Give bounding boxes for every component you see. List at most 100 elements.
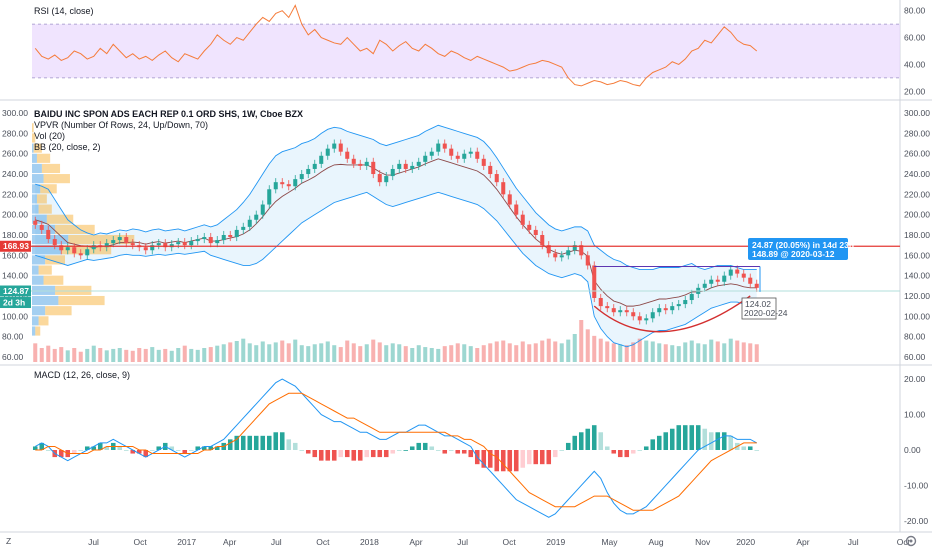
volume-bar bbox=[462, 344, 467, 362]
macd-histogram-bar bbox=[370, 450, 376, 458]
candle-body bbox=[39, 224, 44, 230]
candle-body bbox=[384, 176, 389, 183]
price-tick-label: 80.00 bbox=[904, 332, 926, 342]
candle-body bbox=[202, 237, 207, 240]
volume-bar bbox=[657, 343, 662, 362]
price-tick-label: 260.00 bbox=[904, 149, 930, 159]
indicator-volume-label[interactable]: Vol (20) bbox=[34, 131, 65, 141]
time-tick-label: 2017 bbox=[177, 537, 196, 547]
macd-histogram-bar bbox=[214, 446, 220, 450]
macd-histogram-bar bbox=[650, 439, 656, 450]
macd-histogram-bar bbox=[552, 450, 558, 458]
macd-histogram-bar bbox=[663, 432, 669, 450]
volume-bar bbox=[254, 345, 259, 362]
price-tick-label-left: 80.00 bbox=[2, 332, 24, 342]
volume-bar bbox=[78, 351, 83, 362]
time-axis[interactable]: Jul Oct 2017 Apr Jul Oct 2018 Apr Jul Oct 2019 May A… bbox=[88, 537, 911, 547]
volume-profile-up bbox=[32, 184, 41, 194]
candle-body bbox=[293, 179, 298, 187]
volume-bar bbox=[371, 339, 376, 362]
volume-bar bbox=[416, 345, 421, 362]
macd-histogram-bar bbox=[377, 450, 383, 458]
macd-histogram-bar bbox=[494, 450, 500, 472]
volume-bar bbox=[618, 344, 623, 362]
candle-body bbox=[566, 250, 571, 256]
candle-body bbox=[215, 240, 220, 244]
user-drawings[interactable] bbox=[593, 265, 761, 333]
macd-histogram-bar bbox=[708, 432, 714, 450]
rsi-pane[interactable]: 80.00 60.00 40.00 20.00 RSI (14, close) bbox=[32, 4, 926, 96]
price-pane[interactable]: 300.00 300.00 280.00 280.00 260.00 260.00 240.… bbox=[0, 108, 930, 362]
volume-profile-up bbox=[32, 204, 39, 214]
price-tick-label: 180.00 bbox=[904, 230, 930, 240]
macd-pane[interactable]: 20.00 10.00 0.00 -10.00 -20.00 MACD (12, 26,… bbox=[32, 370, 928, 526]
candle-body bbox=[709, 279, 714, 284]
candle-body bbox=[182, 242, 187, 246]
macd-histogram-bar bbox=[240, 435, 246, 450]
volume-profile-up bbox=[32, 316, 39, 326]
candle-body bbox=[338, 143, 343, 152]
price-tick-label-left: 60.00 bbox=[2, 352, 24, 362]
candle-body bbox=[735, 269, 740, 274]
bollinger-band-fill bbox=[35, 125, 757, 347]
gear-icon[interactable] bbox=[905, 535, 917, 547]
volume-bar bbox=[176, 348, 181, 362]
volume-bar bbox=[494, 341, 499, 362]
time-tick-label: 2018 bbox=[360, 537, 379, 547]
volume-bar bbox=[715, 341, 720, 362]
candle-body bbox=[247, 219, 252, 227]
candle-body bbox=[488, 165, 493, 175]
macd-histogram-bar bbox=[149, 450, 155, 451]
candle-body bbox=[163, 243, 168, 248]
macd-label: MACD (12, 26, close, 9) bbox=[34, 370, 130, 380]
macd-histogram-bar bbox=[104, 446, 110, 450]
indicator-vpvr-label[interactable]: VPVR (Number Of Rows, 24, Up/Down, 70) bbox=[34, 120, 208, 130]
volume-bar bbox=[741, 342, 746, 362]
volume-profile-down bbox=[68, 235, 135, 245]
candle-body bbox=[319, 155, 324, 164]
candle-body bbox=[85, 249, 90, 256]
volume-bar bbox=[293, 339, 298, 362]
auto-scale-icon[interactable]: Z bbox=[6, 536, 11, 546]
candle-body bbox=[358, 163, 363, 166]
volume-profile-down bbox=[45, 306, 72, 316]
countdown-tag-text: 2d 3h bbox=[3, 298, 25, 308]
price-label-box[interactable] bbox=[741, 297, 777, 320]
candle-body bbox=[156, 243, 161, 246]
volume-bar bbox=[520, 341, 525, 362]
candle-body bbox=[72, 247, 77, 254]
macd-histogram-bar bbox=[273, 432, 279, 450]
volume-profile-down bbox=[38, 204, 52, 214]
candle-body bbox=[650, 312, 655, 319]
volume-bar bbox=[696, 343, 701, 362]
macd-histogram-bar bbox=[682, 425, 688, 450]
price-tick-label-left: 180.00 bbox=[2, 230, 28, 240]
time-tick-label: Nov bbox=[695, 537, 711, 547]
macd-histogram-bar bbox=[253, 435, 259, 450]
volume-bar bbox=[754, 344, 759, 362]
candle-body bbox=[241, 226, 246, 230]
candle-body bbox=[715, 279, 720, 282]
volume-profile-up bbox=[32, 275, 44, 285]
volume-profile-up bbox=[32, 163, 42, 174]
candle-body bbox=[449, 148, 454, 156]
rsi-tick-label: 20.00 bbox=[904, 86, 926, 96]
candle-body bbox=[228, 235, 233, 238]
signal-line bbox=[35, 392, 757, 511]
volume-bar bbox=[260, 341, 265, 362]
candle-body bbox=[52, 239, 57, 246]
volume-profile-up bbox=[32, 245, 62, 255]
candle-body bbox=[475, 151, 480, 159]
indicator-bb-label[interactable]: BB (20, close, 2) bbox=[34, 142, 101, 152]
macd-histogram-bar bbox=[526, 450, 532, 465]
macd-histogram-bar bbox=[305, 450, 311, 454]
volume-bar bbox=[150, 347, 155, 362]
candle-body bbox=[65, 247, 70, 251]
volume-profile-down bbox=[36, 153, 51, 163]
volume-profile-down bbox=[55, 285, 92, 295]
projection-callout[interactable] bbox=[748, 238, 848, 260]
candle-body bbox=[670, 306, 675, 311]
cup-arc-drawing bbox=[593, 295, 751, 333]
volume-bar bbox=[546, 338, 551, 362]
